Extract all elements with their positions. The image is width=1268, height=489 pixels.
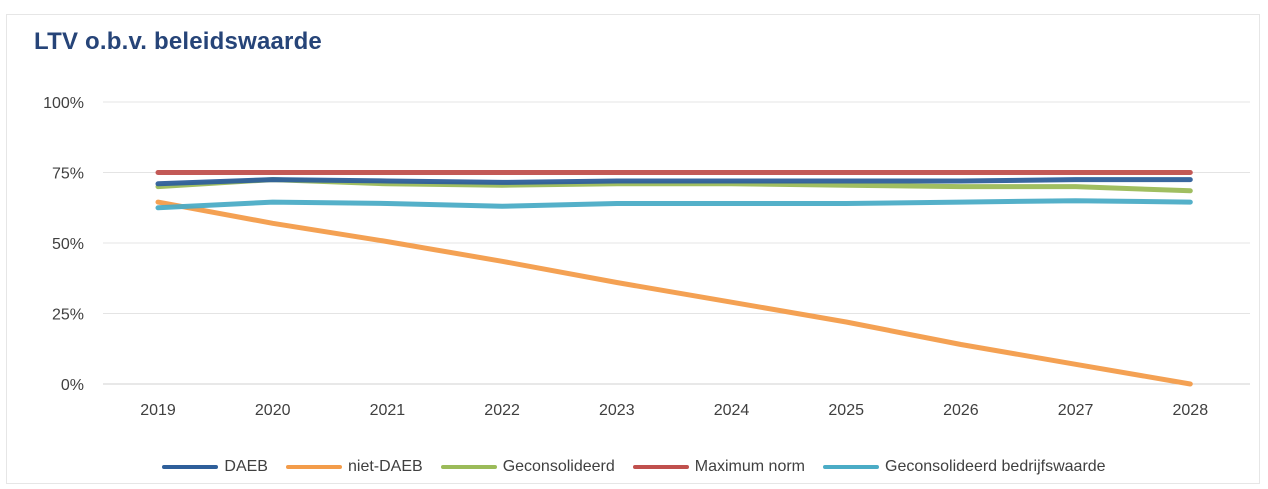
legend-swatch (285, 465, 342, 469)
x-tick-label: 2019 (140, 402, 176, 419)
legend-label: Geconsolideerd (502, 458, 615, 475)
x-tick-label: 2022 (484, 402, 520, 419)
x-tick-label: 2028 (1173, 402, 1209, 419)
legend-swatch (823, 465, 879, 469)
x-tick-label: 2026 (943, 402, 979, 419)
x-tick-label: 2025 (828, 402, 864, 419)
legend-label: DAEB (224, 458, 268, 475)
series-line-geconsolideerd-bedrijfswaarde (155, 198, 1193, 211)
legend-label: Geconsolideerd bedrijfswaarde (885, 458, 1106, 475)
x-tick-label: 2021 (370, 402, 406, 419)
chart-legend: DAEB niet-DAEB Geconsolideerd Maximum norm G… (0, 455, 1268, 479)
chart-title: LTV o.b.v. beleidswaarde (34, 28, 322, 55)
y-tick-label: 25% (52, 307, 84, 324)
legend-swatch (162, 465, 219, 469)
legend-item: Geconsolideerd (440, 458, 615, 476)
legend-swatch (440, 465, 497, 469)
x-tick-label: 2024 (714, 402, 750, 419)
y-tick-label: 0% (61, 377, 84, 394)
chart-frame (6, 14, 1260, 484)
legend-item: Maximum norm (632, 458, 805, 476)
legend-item: DAEB (162, 458, 268, 476)
legend-label: niet-DAEB (347, 458, 423, 475)
x-tick-label: 2023 (599, 402, 635, 419)
x-tick-label: 2027 (1058, 402, 1094, 419)
legend-item: Geconsolideerd bedrijfswaarde (823, 458, 1106, 476)
series-line-niet-daeb (155, 199, 1193, 387)
y-tick-label: 75% (52, 166, 84, 183)
legend-swatch (632, 465, 689, 469)
y-tick-label: 100% (43, 95, 84, 112)
series-line-daeb (155, 177, 1193, 187)
legend-label: Maximum norm (694, 458, 805, 475)
y-tick-label: 50% (52, 236, 84, 253)
legend-item: niet-DAEB (285, 458, 423, 476)
x-tick-label: 2020 (255, 402, 291, 419)
